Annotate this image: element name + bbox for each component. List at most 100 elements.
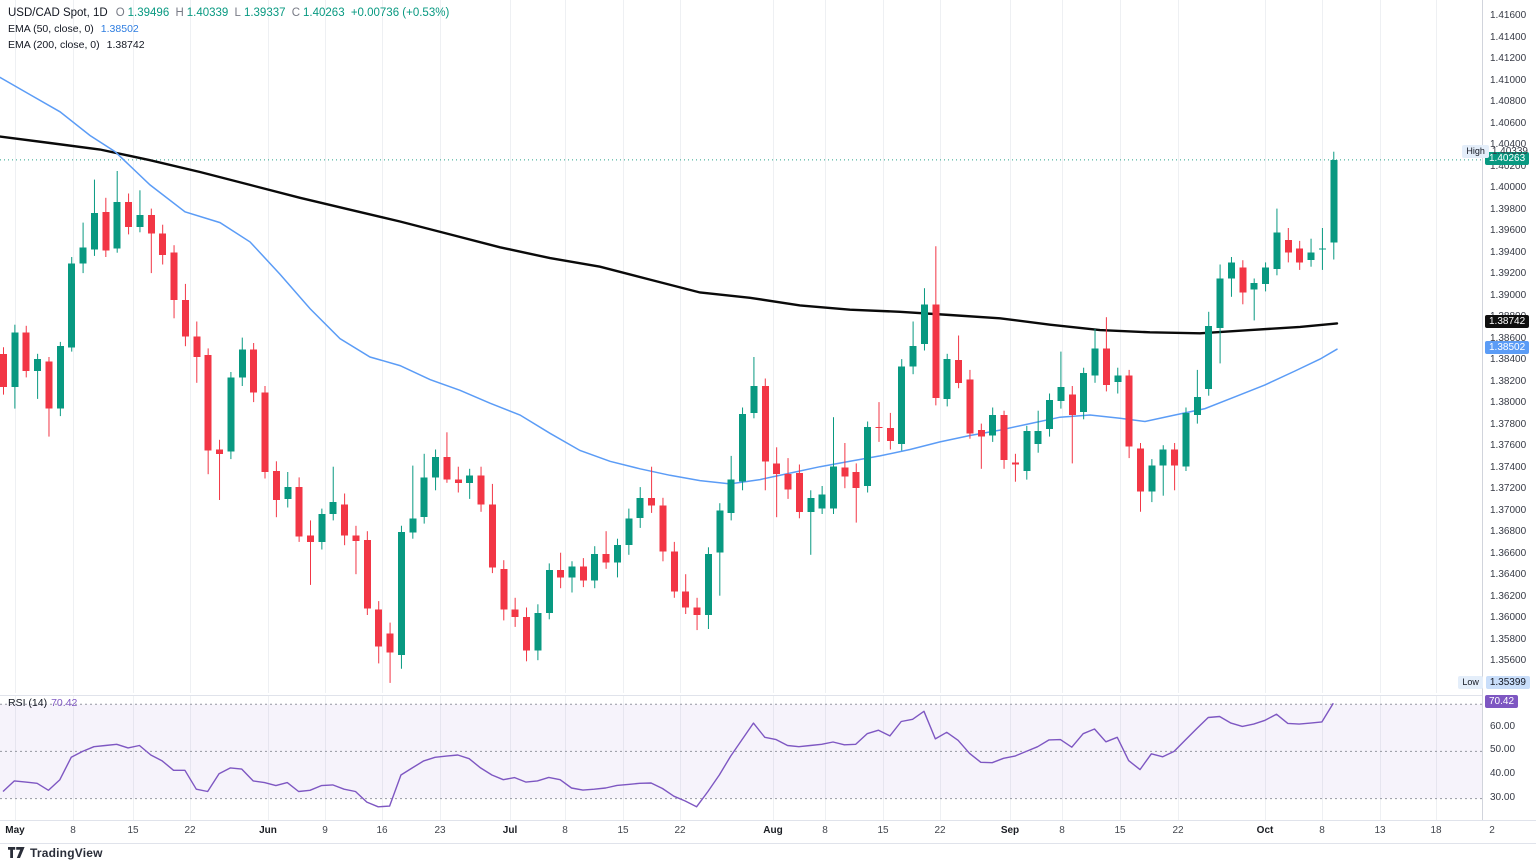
candle [409, 465, 417, 539]
candle [1148, 459, 1156, 503]
price-axis-tick: 1.40000 [1490, 182, 1527, 193]
time-axis-label: 15 [617, 825, 629, 836]
low-letter: L [234, 7, 241, 19]
candle [295, 477, 303, 542]
ema200-price-badge: 1.38742 [1485, 315, 1530, 328]
candle [454, 466, 462, 493]
candle [1102, 317, 1110, 392]
high-axis-value: 1.40339 [1491, 146, 1528, 157]
candle [795, 464, 803, 519]
ema200-legend-row[interactable]: EMA (200, close, 0) 1.38742 [8, 37, 449, 53]
candle [363, 531, 371, 615]
price-pane[interactable] [0, 0, 1482, 693]
candle [329, 466, 337, 521]
candle [841, 443, 849, 489]
rsi-chart-canvas[interactable] [0, 696, 1482, 821]
price-axis-tick: 1.41000 [1490, 75, 1527, 86]
rsi-value-badge: 70.42 [1485, 695, 1519, 708]
candle [125, 193, 133, 235]
low-price-marker: Low 1.35399 [1458, 676, 1530, 689]
candle [1205, 311, 1213, 396]
candle [875, 402, 883, 442]
candle [1114, 367, 1122, 394]
candle [56, 341, 64, 417]
candle [921, 288, 928, 351]
candle [886, 412, 894, 450]
candle [704, 547, 712, 629]
low-value: 1.39337 [243, 7, 286, 19]
candle [307, 520, 314, 585]
time-axis-label: 16 [376, 825, 388, 836]
candle [352, 525, 360, 575]
price-axis-tick: 1.39800 [1490, 204, 1527, 215]
candle [682, 574, 690, 614]
candle [466, 468, 474, 499]
time-axis-label: 22 [184, 825, 196, 836]
low-axis-value: 1.35399 [1485, 676, 1530, 689]
candle [500, 560, 508, 621]
candle [579, 558, 587, 588]
footer-bar: TradingView [0, 843, 1536, 861]
candle [534, 604, 542, 661]
candle [477, 466, 485, 512]
ema50-line [0, 76, 1338, 485]
time-axis-label: Oct [1256, 825, 1274, 836]
candle [34, 353, 42, 399]
symbol-legend-row[interactable]: USD/CAD Spot, 1D O 1.39496 H 1.40339 L 1.39… [8, 5, 449, 21]
candle [864, 421, 872, 493]
symbol-title: USD/CAD Spot, 1D [8, 7, 108, 19]
ema50-label: EMA (50, close, 0) [8, 23, 94, 35]
rsi-legend-row[interactable]: RSI (14) 70.42 [8, 697, 77, 709]
price-axis-tick: 1.41200 [1490, 53, 1527, 64]
price-axis-tick: 1.38600 [1490, 333, 1527, 344]
rsi-axis-tick: 50.00 [1490, 744, 1516, 755]
price-axis-tick: 1.36600 [1490, 548, 1527, 559]
candle [750, 357, 758, 419]
candle [136, 190, 144, 233]
candle [739, 407, 746, 491]
candle [852, 463, 860, 523]
open-letter: O [115, 7, 125, 19]
time-axis-label: 22 [1172, 825, 1184, 836]
time-axis-label: 22 [934, 825, 946, 836]
high-price-marker: High 1.40339 [1462, 145, 1528, 158]
candle [568, 561, 576, 593]
time-axis[interactable]: May 8 15 22 Jun 9 16 23 Jul 8 15 22 Aug 8 15 22 Sep 8 15 22… [0, 820, 1536, 843]
rsi-pane[interactable] [0, 695, 1482, 821]
tradingview-logo-icon[interactable] [8, 847, 25, 858]
candle [1046, 393, 1053, 437]
candle [818, 486, 826, 514]
candlestick-chart-canvas[interactable] [0, 0, 1482, 693]
candle [636, 487, 644, 528]
price-axis[interactable]: 1.41600 1.41400 1.41200 1.41000 1.40800 1.406… [1482, 0, 1536, 843]
candle [1011, 453, 1019, 482]
time-axis-label: Sep [1000, 825, 1020, 836]
candle [1034, 410, 1042, 453]
candle [1318, 228, 1326, 270]
time-axis-label: 9 [322, 825, 328, 836]
candle [1125, 369, 1133, 459]
time-axis-label: 8 [70, 825, 76, 836]
price-axis-tick: 1.35800 [1490, 634, 1527, 645]
ema50-legend-row[interactable]: EMA (50, close, 0) 1.38502 [8, 21, 449, 37]
price-axis-tick: 1.36000 [1490, 612, 1527, 623]
candle [830, 417, 837, 514]
candle [670, 541, 678, 598]
candle [45, 357, 53, 437]
time-axis-label: 22 [674, 825, 686, 836]
candle [966, 369, 974, 439]
tradingview-brand-link[interactable]: TradingView [30, 845, 103, 860]
candle [11, 324, 19, 409]
candle [1296, 240, 1304, 270]
price-axis-tick: 1.38200 [1490, 376, 1527, 387]
price-axis-tick: 1.39400 [1490, 247, 1527, 258]
candle [648, 466, 656, 513]
candle [943, 353, 951, 407]
candle [1330, 151, 1338, 260]
time-axis-label: 8 [822, 825, 828, 836]
candle [602, 531, 610, 569]
rsi-line [2, 702, 1334, 808]
candle [1228, 257, 1235, 297]
candle [1216, 264, 1224, 364]
candle [284, 472, 292, 508]
